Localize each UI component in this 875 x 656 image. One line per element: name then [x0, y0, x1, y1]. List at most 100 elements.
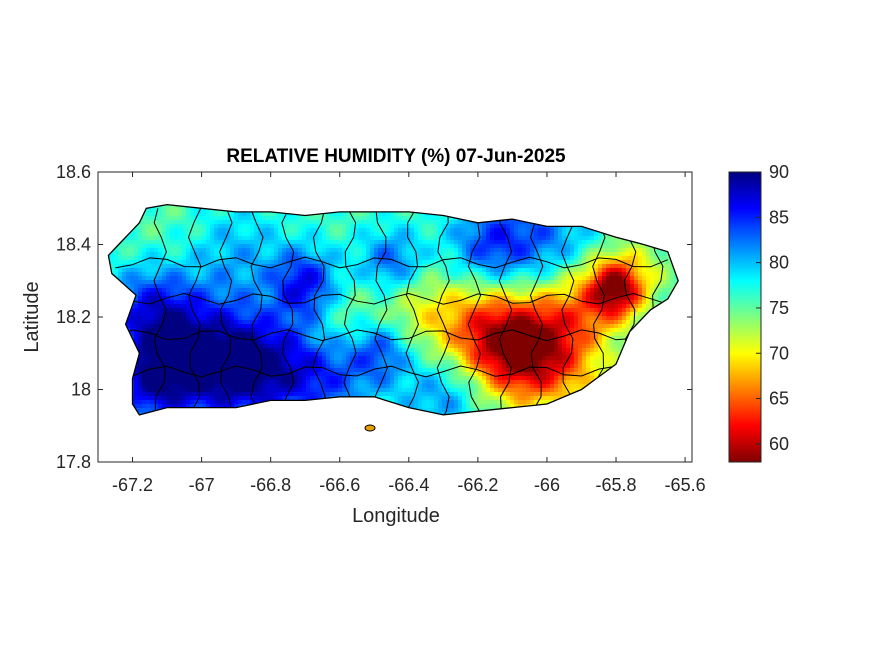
field-cell — [146, 284, 151, 289]
field-cell — [510, 232, 515, 237]
field-cell — [538, 288, 543, 293]
field-cell — [610, 280, 615, 285]
field-cell — [186, 236, 191, 241]
field-cell — [186, 304, 191, 309]
field-cell — [646, 268, 651, 273]
field-cell — [526, 232, 531, 237]
field-cell — [122, 256, 127, 261]
field-cell — [182, 304, 187, 309]
field-cell — [378, 276, 383, 281]
field-cell — [646, 260, 651, 265]
field-cell — [258, 232, 263, 237]
field-cell — [386, 292, 391, 297]
field-cell — [354, 212, 359, 217]
field-cell — [598, 284, 603, 289]
field-cell — [626, 300, 631, 305]
field-cell — [638, 244, 643, 249]
field-cell — [262, 252, 267, 257]
field-cell — [166, 240, 171, 245]
field-cell — [374, 288, 379, 293]
field-cell — [642, 256, 647, 261]
field-cell — [294, 232, 299, 237]
field-cell — [530, 240, 535, 245]
field-cell — [454, 248, 459, 253]
field-cell — [458, 268, 463, 273]
field-cell — [434, 268, 439, 273]
field-cell — [210, 244, 215, 249]
field-cell — [218, 216, 223, 221]
field-cell — [390, 244, 395, 249]
field-cell — [490, 280, 495, 285]
field-cell — [198, 304, 203, 309]
field-cell — [282, 240, 287, 245]
field-cell — [410, 272, 415, 277]
field-cell — [430, 252, 435, 257]
field-cell — [366, 260, 371, 265]
field-cell — [522, 300, 527, 305]
field-cell — [650, 252, 655, 257]
field-cell — [606, 252, 611, 257]
field-cell — [298, 304, 303, 309]
field-cell — [490, 288, 495, 293]
field-cell — [490, 224, 495, 229]
field-cell — [618, 256, 623, 261]
field-cell — [534, 288, 539, 293]
field-cell — [406, 252, 411, 257]
field-cell — [594, 248, 599, 253]
field-cell — [462, 256, 467, 261]
field-cell — [578, 272, 583, 277]
field-cell — [530, 264, 535, 269]
field-cell — [178, 256, 183, 261]
field-cell — [286, 276, 291, 281]
field-cell — [626, 244, 631, 249]
field-cell — [254, 264, 259, 269]
field-cell — [558, 236, 563, 241]
field-cell — [318, 220, 323, 225]
field-cell — [518, 292, 523, 297]
field-cell — [294, 216, 299, 221]
field-cell — [206, 264, 211, 269]
field-cell — [202, 260, 207, 265]
field-cell — [538, 276, 543, 281]
field-cell — [478, 260, 483, 265]
field-cell — [394, 276, 399, 281]
field-cell — [226, 252, 231, 257]
field-cell — [398, 216, 403, 221]
field-cell — [162, 236, 167, 241]
field-cell — [478, 280, 483, 285]
field-cell — [250, 236, 255, 241]
field-cell — [554, 256, 559, 261]
field-cell — [302, 276, 307, 281]
field-cell — [170, 212, 175, 217]
field-cell — [342, 224, 347, 229]
field-cell — [502, 232, 507, 237]
field-cell — [514, 236, 519, 241]
field-cell — [418, 248, 423, 253]
field-cell — [126, 260, 131, 265]
field-cell — [326, 232, 331, 237]
field-cell — [294, 296, 299, 301]
field-cell — [190, 268, 195, 273]
field-cell — [598, 240, 603, 245]
field-cell — [262, 212, 267, 217]
field-cell — [206, 300, 211, 305]
field-cell — [410, 256, 415, 261]
field-cell — [494, 292, 499, 297]
field-cell — [362, 244, 367, 249]
field-cell — [286, 236, 291, 241]
field-cell — [358, 216, 363, 221]
field-cell — [366, 264, 371, 269]
field-cell — [130, 248, 135, 253]
field-cell — [642, 276, 647, 281]
field-cell — [358, 260, 363, 265]
field-cell — [478, 240, 483, 245]
field-cell — [478, 236, 483, 241]
field-cell — [514, 284, 519, 289]
field-cell — [530, 268, 535, 273]
field-cell — [590, 300, 595, 305]
field-cell — [390, 284, 395, 289]
field-cell — [494, 296, 499, 301]
field-cell — [142, 304, 147, 309]
field-cell — [166, 216, 171, 221]
field-cell — [514, 224, 519, 229]
